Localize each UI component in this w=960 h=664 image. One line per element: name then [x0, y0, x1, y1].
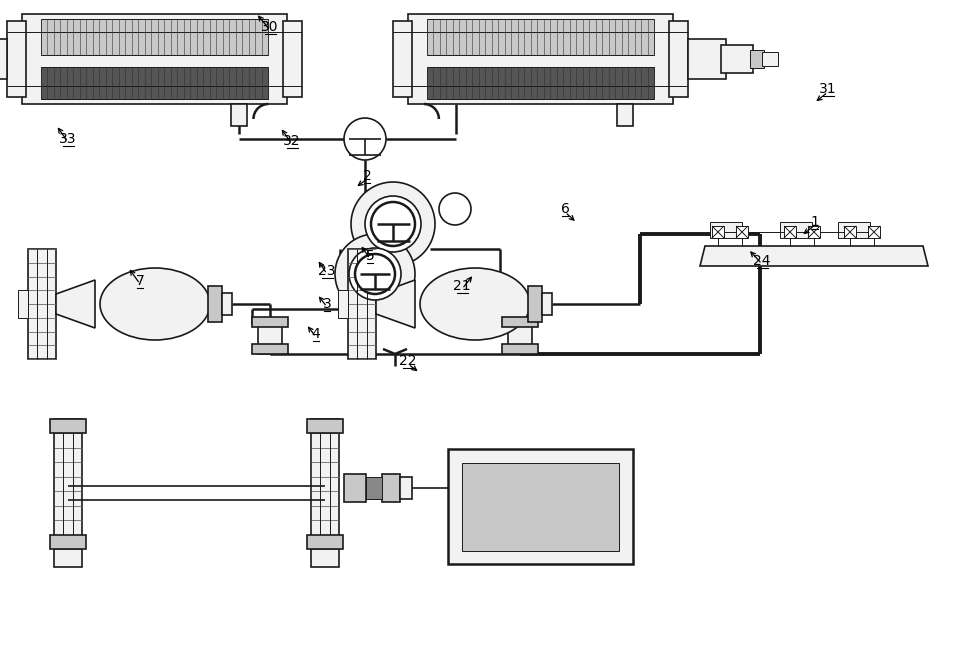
Bar: [338, 290, 348, 318]
Bar: [838, 222, 870, 238]
Circle shape: [371, 202, 415, 246]
Bar: [721, 44, 753, 74]
Bar: [426, 19, 655, 54]
Bar: [40, 19, 269, 54]
Bar: [868, 226, 880, 238]
Bar: [222, 293, 232, 315]
Bar: [50, 535, 86, 549]
Polygon shape: [376, 280, 415, 328]
Text: 21: 21: [453, 279, 470, 293]
Bar: [448, 449, 633, 564]
Bar: [400, 477, 412, 499]
Bar: [780, 222, 812, 238]
Bar: [750, 50, 764, 68]
Bar: [542, 293, 552, 315]
Text: 5: 5: [366, 249, 374, 263]
Circle shape: [349, 248, 401, 300]
Bar: [344, 474, 366, 502]
Bar: [311, 419, 339, 549]
Bar: [40, 67, 269, 98]
Text: 22: 22: [399, 354, 417, 368]
Text: 2: 2: [363, 169, 372, 183]
Text: 4: 4: [312, 327, 321, 341]
Ellipse shape: [100, 268, 210, 340]
Bar: [784, 226, 796, 238]
Bar: [54, 547, 82, 567]
Circle shape: [355, 254, 395, 294]
Bar: [307, 535, 343, 549]
Bar: [0, 39, 8, 79]
Text: 1: 1: [810, 215, 820, 229]
Polygon shape: [56, 280, 95, 328]
Bar: [22, 14, 287, 104]
Circle shape: [344, 118, 386, 160]
Bar: [669, 21, 687, 97]
Bar: [710, 222, 742, 238]
Circle shape: [335, 234, 415, 314]
Bar: [462, 463, 619, 551]
Bar: [8, 21, 26, 97]
Bar: [382, 474, 400, 502]
Bar: [712, 226, 724, 238]
Bar: [408, 14, 673, 104]
Text: 31: 31: [819, 82, 837, 96]
Text: 24: 24: [754, 254, 771, 268]
Circle shape: [365, 196, 421, 252]
Bar: [528, 286, 542, 322]
Polygon shape: [700, 246, 928, 266]
Circle shape: [439, 193, 471, 225]
Text: 33: 33: [60, 132, 77, 146]
Bar: [252, 317, 288, 327]
Bar: [307, 419, 343, 433]
Bar: [252, 344, 288, 354]
Bar: [18, 290, 28, 318]
Text: 32: 32: [283, 134, 300, 148]
Bar: [508, 319, 532, 354]
Bar: [394, 21, 412, 97]
Ellipse shape: [420, 268, 530, 340]
Bar: [844, 226, 856, 238]
Bar: [231, 104, 248, 126]
Bar: [687, 39, 726, 79]
Bar: [283, 21, 301, 97]
Bar: [311, 547, 339, 567]
Text: 7: 7: [135, 274, 144, 288]
Bar: [426, 67, 655, 98]
Circle shape: [351, 182, 435, 266]
Bar: [208, 286, 222, 322]
Text: 6: 6: [561, 202, 569, 216]
Bar: [502, 317, 538, 327]
Bar: [502, 344, 538, 354]
Bar: [617, 104, 634, 126]
Bar: [54, 419, 82, 549]
Bar: [808, 226, 820, 238]
Bar: [258, 319, 282, 354]
Text: 30: 30: [261, 20, 278, 34]
Text: 23: 23: [319, 264, 336, 278]
Bar: [28, 249, 56, 359]
Bar: [736, 226, 748, 238]
Bar: [348, 249, 376, 359]
Text: 3: 3: [323, 297, 331, 311]
Bar: [366, 477, 382, 499]
Bar: [762, 52, 778, 66]
Bar: [50, 419, 86, 433]
